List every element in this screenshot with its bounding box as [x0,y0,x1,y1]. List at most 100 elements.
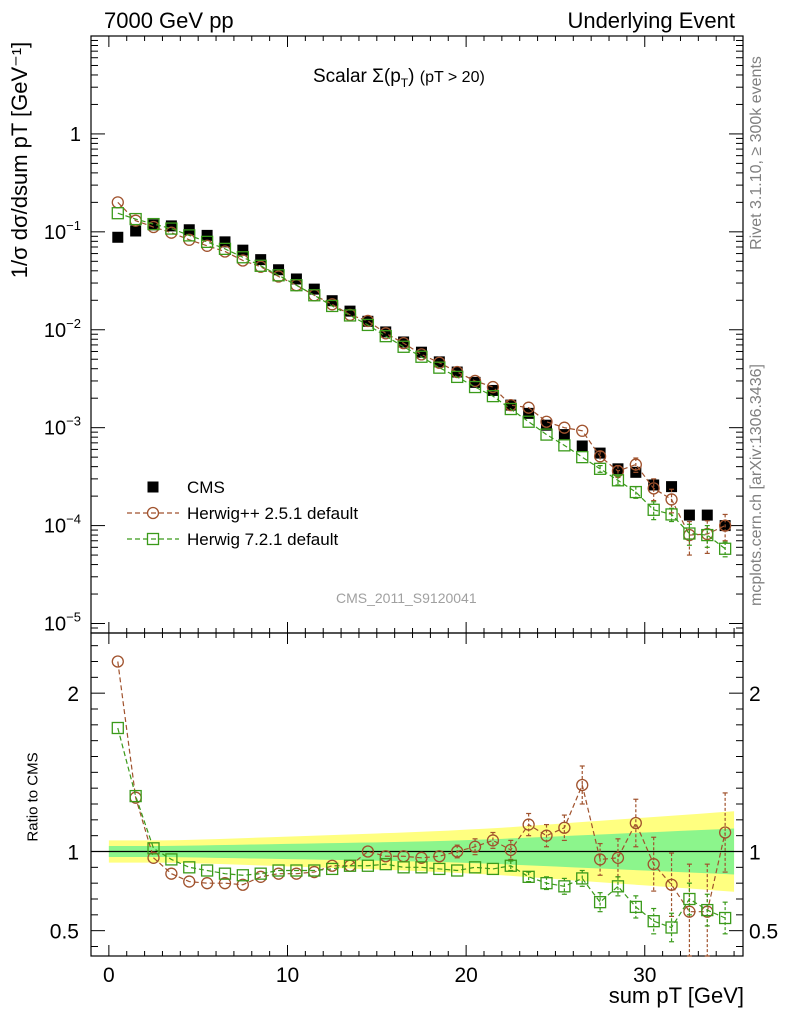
main-data-point [451,370,464,384]
main-data-point [683,509,695,521]
ratio-data-point [468,861,482,874]
ratio-data-point [361,859,375,872]
ratio-data-point [558,821,571,834]
main-data-point [397,340,410,353]
ratio-data-point [486,862,500,876]
main-data-point [272,269,285,282]
main-data-point [486,380,500,394]
main-series-2 [111,207,732,558]
main-data-point [718,542,732,555]
main-data-point [343,309,357,322]
ratio-data-point [576,778,589,792]
ratio-data-point [290,864,303,877]
ratio-data-point [129,789,142,803]
ratio-data-point [522,818,535,831]
main-data-point [237,244,249,256]
main-data-point [112,231,124,243]
ratio-data-point [236,878,249,891]
main-data-point [576,424,589,437]
main-data-point [308,289,321,302]
main-y-tick-label: 10−2 [44,316,81,342]
ratio-data-point [183,875,196,888]
main-data-point [701,528,714,542]
rivet-side-text: Rivet 3.1.10, ≥ 300k events [748,56,765,250]
ratio-data-point [593,853,607,866]
x-tick-label: 0 [103,964,115,987]
x-tick-label: 30 [633,964,656,987]
ratio-data-point [165,853,178,866]
main-data-point [647,482,660,495]
legend-item-0: CMS [147,478,225,497]
main-data-point [629,458,642,471]
ratio-data-point [379,850,392,863]
ratio-data-point [397,861,410,874]
legend-item-1: Herwig++ 2.5.1 default [127,504,358,523]
legend: CMS Herwig++ 2.5.1 default Herwig 7.2.1 de… [127,478,358,549]
main-data-point [629,485,642,499]
ratio-data-point [683,892,696,906]
analysis-tag: CMS_2011_S9120041 [336,590,477,606]
ratio-data-point [647,858,660,871]
x-tick-label: 20 [454,964,477,987]
ratio-data-point [254,867,267,880]
plot-title-cut: (pT > 20) [419,69,485,86]
plot-title: Scalar Σ(pT) (pT > 20) [313,66,485,90]
uncertainty-band-layer [91,811,743,892]
ratio-data-point [665,921,678,934]
ratio-data-point [629,816,642,830]
main-data-point [558,429,570,441]
ratio-y-tick-label: 1 [67,842,79,865]
ratio-data-point [647,915,660,928]
main-data-point [111,207,124,220]
ratio-y-tick-label-right: 1 [749,842,761,865]
ratio-data-point [486,834,500,847]
main-data-point [290,273,302,285]
ratio-data-point [236,869,249,882]
text-layer: 0 10 20 30 10−5 10−4 10−3 10−2 10−1 1 0.5 0.5 1 1 2 2 [44,124,778,987]
ratio-y-tick-label: 0.5 [50,921,79,944]
legend-marker [146,506,160,520]
main-data-point [415,350,428,363]
main-data-point [665,508,678,521]
ratio-data-point [451,864,464,877]
ratio-data-point [200,877,214,890]
main-data-point [201,229,213,241]
ratio-data-point [111,721,124,735]
ratio-data-point [415,861,428,874]
ratio-data-point [611,880,625,893]
ratio-data-point [629,900,642,914]
main-data-point [219,236,231,248]
main-data-point [683,527,696,540]
ratio-data-point [540,877,553,890]
ratio-data-point [593,896,607,909]
ratio-y-tick-label-right: 2 [749,683,761,706]
ratio-data-point [326,862,339,876]
main-data-point [593,450,607,463]
main-y-tick-label: 10−4 [44,512,81,538]
main-data-point [148,219,160,231]
main-ylabel-text: 1/σ dσ/dsum pT [GeV⁻¹] [7,41,32,279]
ratio-data-point [361,845,375,858]
main-data-point [165,222,178,235]
ratio-data-point [165,867,178,880]
legend-marker [147,481,159,493]
main-data-point [666,481,678,493]
ratio-data-point [111,655,124,668]
main-data-point [380,326,392,338]
ratio-data-point [576,872,589,885]
axes-layer [90,35,744,957]
ratio-data-point [504,843,517,857]
ratio-data-point [718,826,732,839]
main-data-point [362,315,374,327]
ratio-data-point [272,864,285,877]
ratio-data-point [718,911,732,925]
ratio-data-point [558,880,571,893]
ratio-data-point [379,858,392,871]
ratio-data-point [415,851,428,864]
main-data-point [540,428,553,441]
mcplots-side-text: mcplots.cern.ch [arXiv:1306.3436] [748,364,765,606]
main-data-point [344,305,356,317]
main-data-point [165,220,177,232]
main-y-tick-label: 10−1 [44,218,81,244]
main-y-tick-label: 10−5 [44,610,81,636]
